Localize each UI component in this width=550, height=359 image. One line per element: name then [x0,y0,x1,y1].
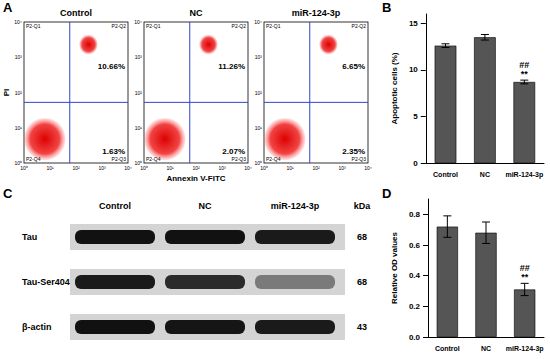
svg-text:0.2: 0.2 [409,302,421,311]
svg-text:2.07%: 2.07% [222,147,245,156]
html-text:C: C [3,186,13,201]
svg-text:P2-Q3: P2-Q3 [352,156,367,162]
svg-text:P2-Q4: P2-Q4 [26,156,41,162]
svg-text:P2-Q1: P2-Q1 [146,23,161,29]
svg-text:P2-Q4: P2-Q4 [266,156,281,162]
svg-text:10⁴: 10⁴ [14,19,22,25]
svg-text:Apoptotic cells (%): Apoptotic cells (%) [390,52,399,124]
svg-text:10²: 10² [255,90,263,96]
svg-text:**: ** [521,69,529,79]
svg-text:Control: Control [433,171,458,178]
svg-text:2.35%: 2.35% [342,147,365,156]
svg-text:10⁰: 10⁰ [134,160,142,166]
svg-text:10⁴: 10⁴ [134,19,142,25]
svg-text:10²: 10² [192,165,200,171]
svg-text:0: 0 [413,159,418,168]
svg-text:6.65%: 6.65% [342,62,365,71]
svg-text:P2-Q4: P2-Q4 [146,156,161,162]
svg-text:NC: NC [199,201,212,211]
svg-text:Annexin V-FITC: Annexin V-FITC [166,174,225,183]
svg-text:0.8: 0.8 [409,210,421,219]
svg-text:NC: NC [481,345,491,352]
svg-text:10⁰: 10⁰ [254,160,262,166]
svg-text:10¹: 10¹ [166,165,174,171]
svg-text:5: 5 [413,112,418,121]
svg-text:miR-124-3p: miR-124-3p [506,345,544,353]
svg-text:10³: 10³ [98,165,106,171]
svg-text:P2-Q2: P2-Q2 [232,23,247,29]
svg-text:Tau: Tau [22,232,37,242]
svg-text:miR-124-3p: miR-124-3p [505,171,543,179]
svg-text:1.63%: 1.63% [102,147,125,156]
svg-text:10⁴: 10⁴ [244,165,252,171]
svg-text:##: ## [519,60,529,70]
svg-text:10³: 10³ [218,165,226,171]
svg-text:NC: NC [480,171,490,178]
svg-text:10¹: 10¹ [255,125,263,131]
svg-text:**: ** [521,272,529,282]
svg-text:10³: 10³ [338,165,346,171]
svg-text:10⁰: 10⁰ [260,165,268,171]
svg-text:68: 68 [357,232,367,242]
svg-text:10⁰: 10⁰ [20,165,28,171]
svg-text:10⁰: 10⁰ [14,160,22,166]
svg-text:10²: 10² [135,90,143,96]
svg-text:0.0: 0.0 [409,333,421,342]
svg-text:10⁰: 10⁰ [140,165,148,171]
svg-text:P2-Q2: P2-Q2 [112,23,127,29]
svg-text:β-actin: β-actin [22,322,52,332]
html-text:B: B [382,0,392,15]
svg-text:10²: 10² [72,165,80,171]
svg-text:P2-Q3: P2-Q3 [112,156,127,162]
svg-text:miR-124-3p: miR-124-3p [292,8,341,18]
svg-text:Tau-Ser404: Tau-Ser404 [22,277,70,287]
html-text:A: A [3,0,13,15]
svg-text:10³: 10³ [135,54,143,60]
svg-text:10²: 10² [15,90,23,96]
svg-text:10¹: 10¹ [15,125,23,131]
svg-text:P2-Q1: P2-Q1 [26,23,41,29]
svg-text:Control: Control [99,201,131,211]
svg-text:Control: Control [60,8,92,18]
svg-text:kDa: kDa [354,201,372,211]
svg-text:10.66%: 10.66% [98,62,125,71]
svg-text:0.4: 0.4 [409,271,421,280]
svg-text:10¹: 10¹ [46,165,54,171]
svg-text:##: ## [520,263,530,273]
svg-text:0.6: 0.6 [409,241,421,250]
svg-text:Control: Control [435,345,460,352]
svg-text:P2-Q3: P2-Q3 [232,156,247,162]
svg-text:10¹: 10¹ [135,125,143,131]
svg-text:P2-Q2: P2-Q2 [352,23,367,29]
svg-text:10³: 10³ [255,54,263,60]
html-text:D: D [382,186,392,201]
svg-text:10²: 10² [312,165,320,171]
svg-text:10⁴: 10⁴ [254,19,262,25]
svg-text:PI: PI [2,89,11,97]
svg-text:15: 15 [409,19,418,28]
svg-text:43: 43 [357,322,367,332]
svg-text:68: 68 [357,277,367,287]
svg-text:10⁴: 10⁴ [124,165,132,171]
svg-text:11.26%: 11.26% [218,62,245,71]
svg-text:NC: NC [190,8,203,18]
svg-text:miR-124-3p: miR-124-3p [271,201,320,211]
svg-text:10: 10 [409,65,418,74]
svg-text:10³: 10³ [15,54,23,60]
svg-text:10⁴: 10⁴ [364,165,372,171]
svg-text:P2-Q1: P2-Q1 [266,23,281,29]
svg-text:Relative OD values: Relative OD values [390,231,399,304]
svg-text:10¹: 10¹ [286,165,294,171]
